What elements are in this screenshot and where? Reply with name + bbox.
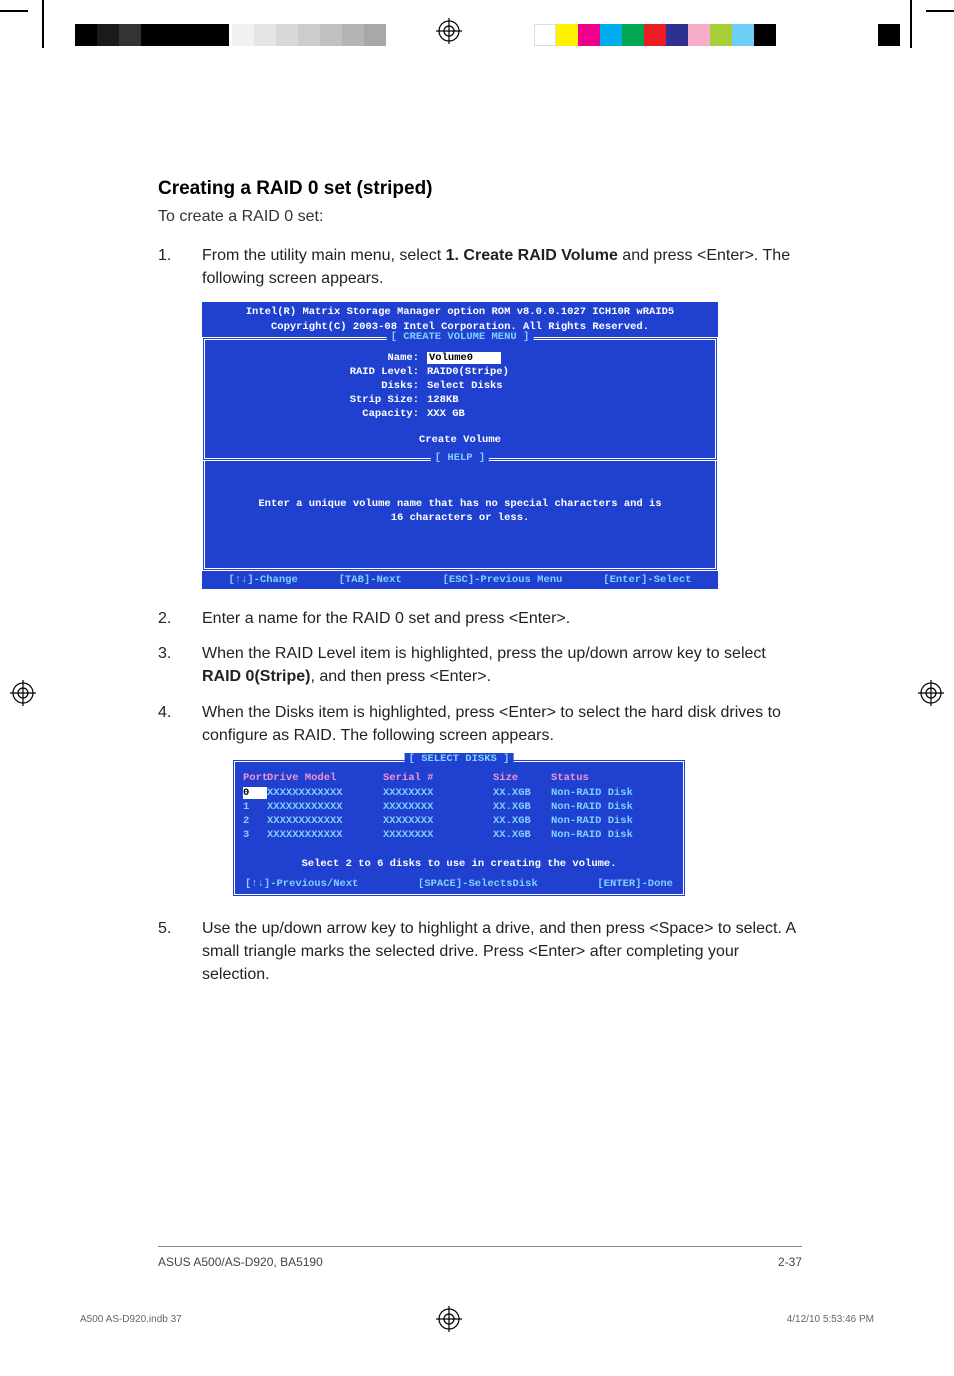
hint-next: [TAB]-Next (339, 574, 402, 586)
bios-create-volume-screen: Intel(R) Matrix Storage Manager option R… (202, 302, 718, 589)
print-metadata: A500 AS-D920.indb 37 4/12/10 5:53:46 PM (80, 1314, 874, 1325)
crop-mark (42, 0, 44, 48)
registration-mark-icon (436, 18, 462, 44)
box-title: [ CREATE VOLUME MENU ] (387, 331, 534, 343)
disk-table-header: Port Drive Model Serial # Size Status (243, 770, 675, 786)
crop-mark (910, 0, 912, 48)
color-bar (75, 24, 229, 46)
crop-mark (878, 24, 900, 46)
strip-size-value[interactable]: 128KB (427, 394, 459, 406)
crop-mark (926, 10, 954, 12)
disk-row[interactable]: 2XXXXXXXXXXXXXXXXXXXXXX.XGBNon-RAID Disk (243, 814, 675, 828)
crop-mark (0, 10, 28, 12)
hint-change: [↑↓]-Change (228, 574, 297, 586)
printer-marks (0, 0, 954, 48)
step-1: 1. From the utility main menu, select 1.… (158, 244, 802, 290)
registration-mark-icon (918, 680, 944, 706)
disk-note: Select 2 to 6 disks to use in creating t… (243, 858, 675, 870)
steps-list-2: 2.Enter a name for the RAID 0 set and pr… (158, 607, 802, 747)
meta-timestamp: 4/12/10 5:53:46 PM (787, 1314, 874, 1325)
create-volume-button[interactable]: Create Volume (217, 434, 703, 446)
bios-footer-bar: [↑↓]-Change [TAB]-Next [ESC]-Previous Me… (202, 571, 718, 589)
step-number: 1. (158, 244, 202, 290)
capacity-value[interactable]: XXX GB (427, 408, 465, 420)
name-label: Name: (217, 352, 427, 364)
help-text: Enter a unique volume name that has no s… (217, 471, 703, 556)
footer-right: 2-37 (778, 1255, 802, 1269)
disk-footer: [↑↓]-Previous/Next [SPACE]-SelectsDisk [… (243, 878, 675, 892)
disk-row[interactable]: 3XXXXXXXXXXXXXXXXXXXXXX.XGBNon-RAID Disk (243, 828, 675, 842)
disks-value[interactable]: Select Disks (427, 380, 503, 392)
page-footer: ASUS A500/AS-D920, BA5190 2-37 (158, 1246, 802, 1269)
hint-prevnext: [↑↓]-Previous/Next (245, 878, 358, 890)
gray-bar (232, 24, 386, 46)
section-heading: Creating a RAID 0 set (striped) (158, 178, 802, 200)
select-disks-title: [ SELECT DISKS ] (405, 753, 514, 765)
create-volume-box: [ CREATE VOLUME MENU ] Name:Volume0 RAID… (202, 337, 718, 461)
step-3: 3.When the RAID Level item is highlighte… (158, 642, 802, 688)
page-content: Creating a RAID 0 set (striped) To creat… (158, 178, 802, 999)
hint-prev: [ESC]-Previous Menu (443, 574, 563, 586)
disk-row[interactable]: 1XXXXXXXXXXXXXXXXXXXXXX.XGBNon-RAID Disk (243, 800, 675, 814)
capacity-label: Capacity: (217, 408, 427, 420)
footer-left: ASUS A500/AS-D920, BA5190 (158, 1255, 323, 1269)
steps-list: 1. From the utility main menu, select 1.… (158, 244, 802, 290)
raid-level-value[interactable]: RAID0(Stripe) (427, 366, 509, 378)
hint-done: [ENTER]-Done (597, 878, 673, 890)
step-text: From the utility main menu, select 1. Cr… (202, 244, 802, 290)
step-2: 2.Enter a name for the RAID 0 set and pr… (158, 607, 802, 630)
raid-level-label: RAID Level: (217, 366, 427, 378)
help-title: [ HELP ] (431, 452, 489, 464)
intro-text: To create a RAID 0 set: (158, 208, 802, 226)
hint-space: [SPACE]-SelectsDisk (418, 878, 538, 890)
step-4: 4.When the Disks item is highlighted, pr… (158, 701, 802, 747)
hint-select: [Enter]-Select (603, 574, 691, 586)
name-input[interactable]: Volume0 (427, 352, 501, 364)
strip-size-label: Strip Size: (217, 394, 427, 406)
disks-label: Disks: (217, 380, 427, 392)
color-bar (534, 24, 776, 46)
help-box: [ HELP ] Enter a unique volume name that… (202, 461, 718, 571)
disk-row[interactable]: 0XXXXXXXXXXXXXXXXXXXXXX.XGBNon-RAID Disk (243, 786, 675, 800)
bios-select-disks-screen: [ SELECT DISKS ] Port Drive Model Serial… (232, 759, 686, 897)
steps-list-3: 5.Use the up/down arrow key to highlight… (158, 917, 802, 987)
meta-file: A500 AS-D920.indb 37 (80, 1314, 182, 1325)
step-5: 5.Use the up/down arrow key to highlight… (158, 917, 802, 987)
select-disks-box: [ SELECT DISKS ] Port Drive Model Serial… (232, 759, 686, 897)
registration-mark-icon (10, 680, 36, 706)
